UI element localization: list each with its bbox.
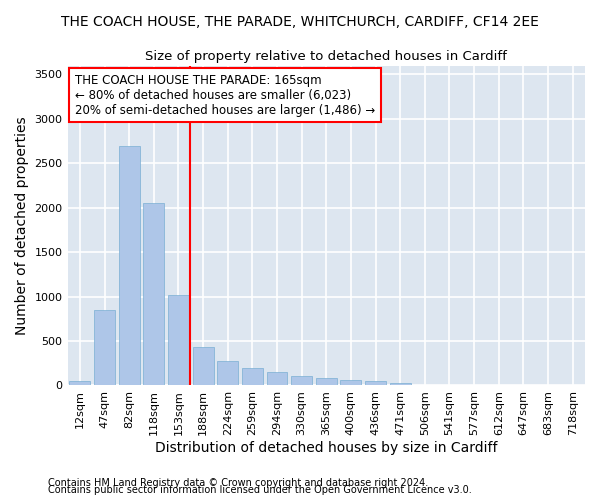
Y-axis label: Number of detached properties: Number of detached properties [15, 116, 29, 335]
Bar [291, 376, 312, 386]
Bar [340, 380, 361, 386]
Bar [266, 372, 287, 386]
Text: Contains public sector information licensed under the Open Government Licence v3: Contains public sector information licen… [48, 485, 472, 495]
Text: Contains HM Land Registry data © Crown copyright and database right 2024.: Contains HM Land Registry data © Crown c… [48, 478, 428, 488]
Bar [316, 378, 337, 386]
Text: THE COACH HOUSE THE PARADE: 165sqm
← 80% of detached houses are smaller (6,023)
: THE COACH HOUSE THE PARADE: 165sqm ← 80%… [76, 74, 376, 116]
Bar [70, 381, 91, 386]
Bar [119, 146, 140, 386]
Bar [94, 310, 115, 386]
Bar [390, 383, 410, 386]
Title: Size of property relative to detached houses in Cardiff: Size of property relative to detached ho… [145, 50, 507, 63]
X-axis label: Distribution of detached houses by size in Cardiff: Distribution of detached houses by size … [155, 441, 497, 455]
Bar [143, 204, 164, 386]
Bar [242, 368, 263, 386]
Bar [193, 347, 214, 386]
Bar [168, 295, 189, 386]
Bar [217, 362, 238, 386]
Text: THE COACH HOUSE, THE PARADE, WHITCHURCH, CARDIFF, CF14 2EE: THE COACH HOUSE, THE PARADE, WHITCHURCH,… [61, 15, 539, 29]
Bar [365, 381, 386, 386]
